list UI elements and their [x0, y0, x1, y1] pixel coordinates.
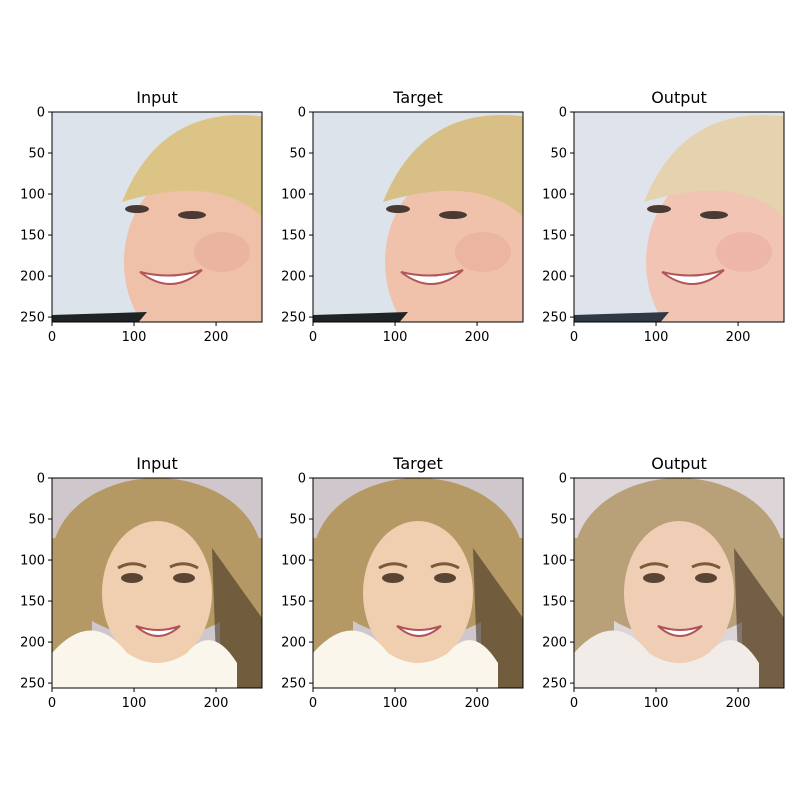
panel-title: Target	[392, 88, 443, 107]
y-tick-label: 200	[20, 270, 45, 285]
panel-title: Input	[136, 88, 177, 107]
x-tick-label: 0	[570, 330, 578, 345]
y-tick-label: 200	[281, 270, 306, 285]
y-tick-label: 100	[542, 188, 567, 203]
y-tick-label: 0	[37, 106, 45, 121]
x-tick-label: 200	[726, 330, 751, 345]
panel-title: Output	[651, 454, 707, 473]
y-tick-label: 0	[298, 106, 306, 121]
face-image	[313, 478, 523, 688]
y-tick-label: 100	[281, 554, 306, 569]
axes-frame	[51, 477, 263, 689]
x-tick-label: 100	[383, 696, 408, 711]
axes-frame	[573, 111, 785, 323]
face-image	[574, 112, 784, 322]
x-tick-label: 100	[644, 696, 669, 711]
x-tick-label: 100	[644, 330, 669, 345]
y-tick-label: 250	[542, 311, 567, 326]
y-tick-label: 200	[281, 636, 306, 651]
y-tick-label: 100	[542, 554, 567, 569]
axes-frame	[51, 111, 263, 323]
axes-frame	[312, 477, 524, 689]
x-tick-label: 200	[726, 696, 751, 711]
y-tick-label: 250	[20, 677, 45, 692]
y-tick-label: 50	[550, 513, 567, 528]
panel-title: Input	[136, 454, 177, 473]
y-tick-label: 50	[289, 513, 306, 528]
y-tick-label: 200	[542, 636, 567, 651]
axes-frame	[312, 111, 524, 323]
x-tick-label: 0	[309, 696, 317, 711]
face-image	[313, 112, 523, 322]
y-tick-label: 200	[20, 636, 45, 651]
y-tick-label: 200	[542, 270, 567, 285]
axes-frame	[573, 477, 785, 689]
y-tick-label: 50	[550, 147, 567, 162]
y-tick-label: 150	[542, 595, 567, 610]
y-tick-label: 250	[542, 677, 567, 692]
x-tick-label: 200	[465, 330, 490, 345]
face-image	[52, 112, 262, 322]
panel-title: Output	[651, 88, 707, 107]
y-tick-label: 150	[20, 595, 45, 610]
y-tick-label: 50	[289, 147, 306, 162]
x-tick-label: 200	[204, 696, 229, 711]
y-tick-label: 0	[37, 472, 45, 487]
x-tick-label: 100	[122, 696, 147, 711]
x-tick-label: 200	[465, 696, 490, 711]
x-tick-label: 0	[48, 330, 56, 345]
y-tick-label: 100	[20, 554, 45, 569]
y-tick-label: 0	[559, 106, 567, 121]
y-tick-label: 250	[20, 311, 45, 326]
face-image	[52, 478, 262, 688]
y-tick-label: 50	[28, 513, 45, 528]
y-tick-label: 50	[28, 147, 45, 162]
y-tick-label: 250	[281, 677, 306, 692]
y-tick-label: 250	[281, 311, 306, 326]
panel-title: Target	[392, 454, 443, 473]
face-image	[574, 478, 784, 688]
x-tick-label: 0	[48, 696, 56, 711]
y-tick-label: 100	[281, 188, 306, 203]
y-tick-label: 0	[298, 472, 306, 487]
y-tick-label: 150	[542, 229, 567, 244]
y-tick-label: 100	[20, 188, 45, 203]
y-tick-label: 150	[281, 229, 306, 244]
x-tick-label: 100	[122, 330, 147, 345]
x-tick-label: 200	[204, 330, 229, 345]
y-tick-label: 150	[20, 229, 45, 244]
y-tick-label: 0	[559, 472, 567, 487]
x-tick-label: 0	[570, 696, 578, 711]
x-tick-label: 100	[383, 330, 408, 345]
y-tick-label: 150	[281, 595, 306, 610]
x-tick-label: 0	[309, 330, 317, 345]
